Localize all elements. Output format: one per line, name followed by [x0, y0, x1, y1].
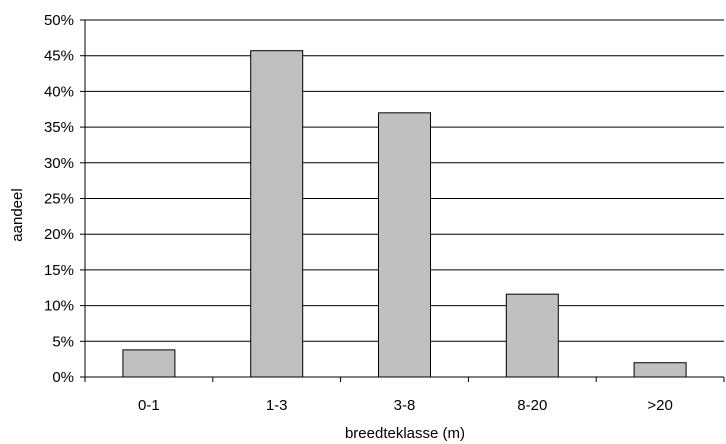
- bar-3-8: [378, 112, 431, 378]
- y-tick-labels: 0% 5% 10% 15% 20% 25% 30% 35% 40% 45% 50%: [44, 12, 74, 386]
- bar-0-1: [122, 349, 176, 378]
- y-axis-title: aandeel: [9, 188, 26, 241]
- bar->20: [633, 362, 687, 378]
- x-tick-label: 1-3: [266, 397, 288, 414]
- x-tick-label: 8-20: [517, 397, 547, 414]
- y-tick-label: 0%: [52, 369, 74, 386]
- y-tick-label: 35%: [44, 119, 74, 136]
- y-tick-label: 50%: [44, 12, 74, 29]
- y-tick-label: 5%: [52, 333, 74, 350]
- axes: [80, 19, 725, 382]
- bar-1-3: [250, 50, 304, 378]
- y-tick-label: 15%: [44, 262, 74, 279]
- x-tick-label: 3-8: [394, 397, 416, 414]
- x-tick-label: 0-1: [138, 397, 160, 414]
- y-tick-label: 45%: [44, 48, 74, 65]
- x-axis-title: breedteklasse (m): [345, 425, 465, 442]
- y-tick-label: 25%: [44, 191, 74, 208]
- x-tick-label: >20: [647, 397, 672, 414]
- y-tick-label: 20%: [44, 226, 74, 243]
- bar-8-20: [505, 293, 559, 378]
- y-tick-label: 10%: [44, 298, 74, 315]
- y-tick-label: 40%: [44, 83, 74, 100]
- bars: [122, 50, 687, 378]
- x-tick-labels: 0-1 1-3 3-8 8-20 >20: [138, 397, 673, 414]
- y-tick-label: 30%: [44, 155, 74, 172]
